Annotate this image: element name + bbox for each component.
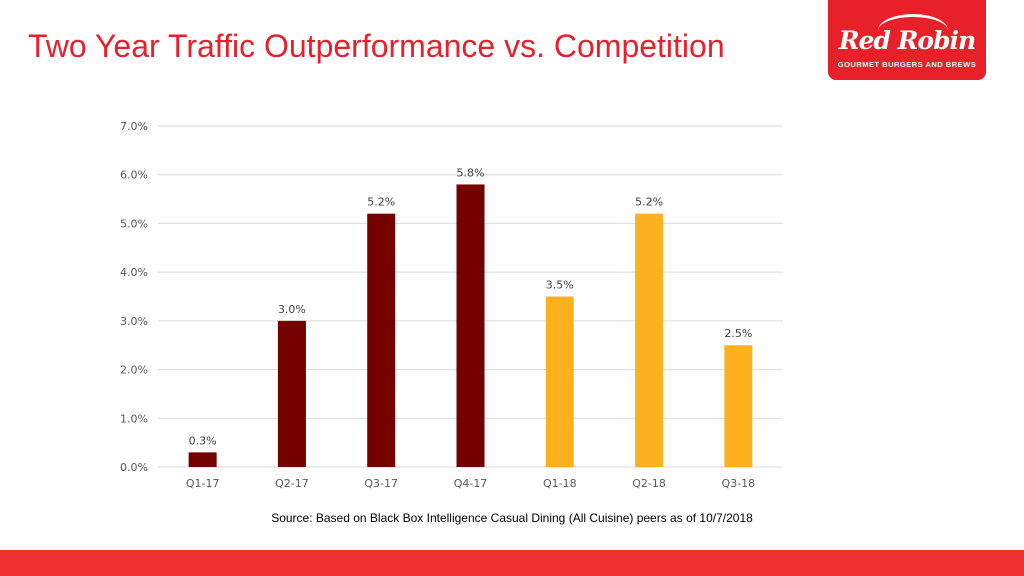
data-label: 3.0% [278,303,306,316]
data-label: 0.3% [189,434,217,447]
y-tick-label: 2.0% [120,364,148,377]
y-tick-label: 4.0% [120,266,148,279]
y-tick-label: 3.0% [120,315,148,328]
red-robin-logo: Red Robin GOURMET BURGERS AND BREWS [828,0,986,80]
data-label: 2.5% [724,327,752,340]
x-tick-label: Q3-18 [722,477,756,490]
page-title: Two Year Traffic Outperformance vs. Comp… [28,28,725,64]
bar-q4-17 [456,184,485,467]
logo-name: Red Robin [838,26,976,55]
y-tick-label: 0.0% [120,461,148,474]
data-label: 5.2% [367,196,395,209]
logo-arc-icon [878,14,948,47]
y-tick-label: 7.0% [120,120,148,133]
x-tick-label: Q3-17 [364,477,398,490]
x-tick-label: Q4-17 [454,477,488,490]
bar-q1-17 [188,452,217,467]
x-tick-label: Q2-17 [275,477,309,490]
footer-band [0,550,1024,576]
y-tick-label: 6.0% [120,169,148,182]
logo-tagline: GOURMET BURGERS AND BREWS [837,60,977,69]
bar-q3-17 [367,213,396,467]
data-label: 5.2% [635,196,663,209]
bar-q2-17 [277,320,306,467]
x-tick-label: Q1-18 [543,477,577,490]
bar-q2-18 [635,213,664,467]
x-tick-label: Q1-17 [186,477,220,490]
data-label: 3.5% [546,279,574,292]
y-tick-label: 1.0% [120,412,148,425]
bar-q1-18 [545,296,574,467]
y-tick-label: 5.0% [120,217,148,230]
data-label: 5.8% [457,166,485,179]
source-note: Source: Based on Black Box Intelligence … [271,511,753,525]
x-tick-label: Q2-18 [632,477,666,490]
bar-q3-18 [724,345,753,467]
